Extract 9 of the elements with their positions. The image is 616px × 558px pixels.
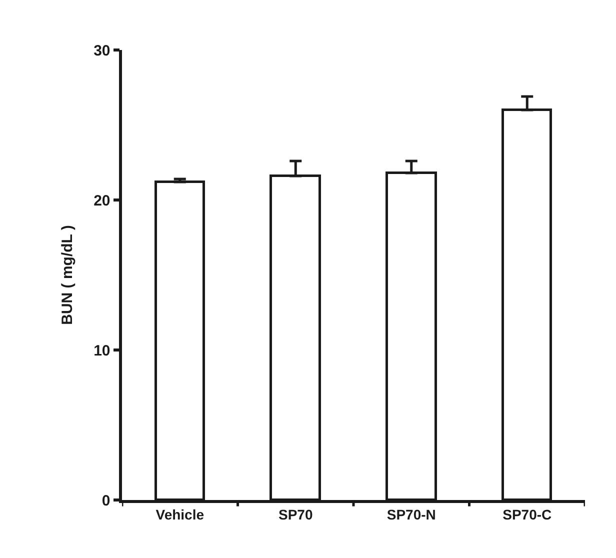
y-tick-label: 10 bbox=[94, 342, 110, 360]
y-tick-label: 20 bbox=[94, 192, 110, 210]
x-tick-label: SP70-C bbox=[502, 506, 552, 523]
x-tick-label: SP70 bbox=[278, 506, 313, 523]
y-tick-label: 0 bbox=[102, 492, 110, 510]
y-axis-title: BUN ( mg/dL ) bbox=[58, 225, 76, 325]
x-tick-label: SP70-N bbox=[386, 506, 436, 523]
x-tick-label: Vehicle bbox=[156, 506, 204, 523]
y-tick-label: 30 bbox=[94, 42, 110, 60]
